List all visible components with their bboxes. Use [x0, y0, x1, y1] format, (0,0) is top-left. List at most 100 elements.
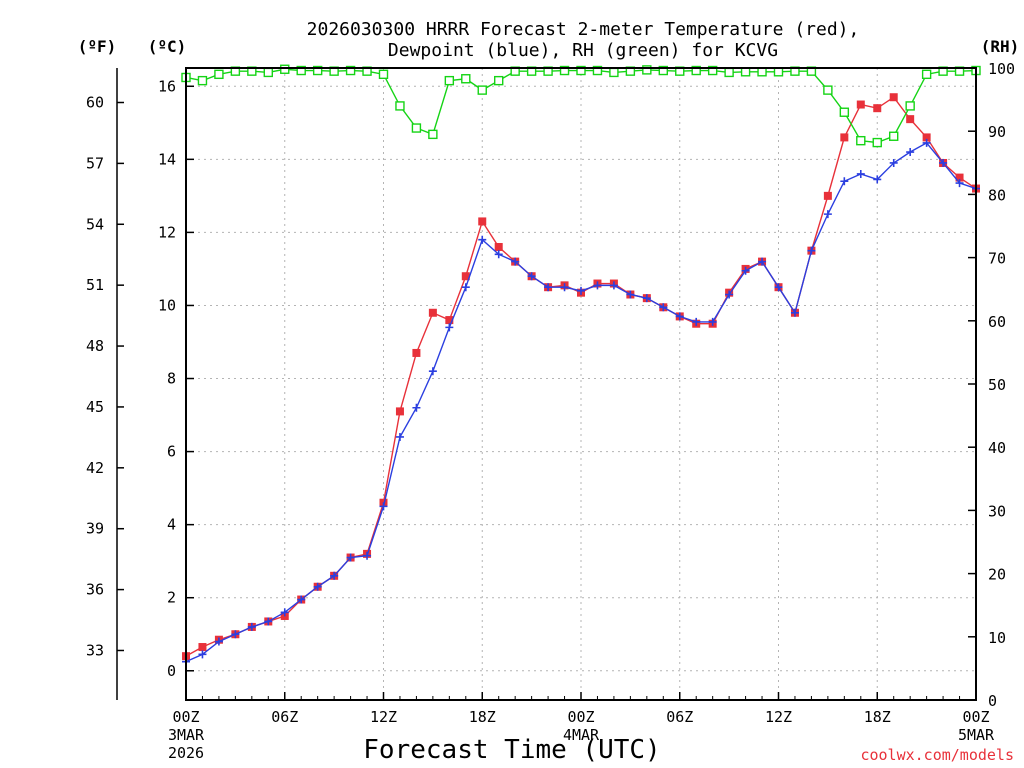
dewpoint-point — [906, 148, 915, 157]
dewpoint-point — [198, 650, 207, 659]
rh-point — [296, 65, 306, 76]
date-label: 4MAR — [563, 726, 600, 744]
dewpoint-point — [560, 283, 569, 292]
rh-tick-label: 100 — [988, 60, 1015, 78]
dewpoint-point — [955, 179, 964, 188]
temperature-point — [395, 407, 404, 416]
rh-point — [494, 75, 504, 86]
rh-point — [889, 131, 899, 141]
dewpoint-point — [659, 303, 668, 312]
time-tick-label: 06Z — [271, 708, 298, 726]
celsius-tick-label: 0 — [167, 662, 176, 680]
fahrenheit-tick-label: 33 — [86, 641, 104, 659]
dewpoint-point — [790, 308, 799, 317]
dewpoint-point — [428, 367, 437, 376]
rh-ticks: 0 10 20 30 40 50 60 70 80 90 100 — [968, 60, 1015, 710]
rh-tick-label: 50 — [988, 376, 1006, 394]
dewpoint-point — [247, 622, 256, 631]
dewpoint-point — [478, 235, 487, 244]
celsius-tick-label: 10 — [158, 296, 176, 314]
dewpoint-point — [297, 595, 306, 604]
dewpoint-point — [675, 312, 684, 321]
dewpoint-point — [231, 630, 240, 639]
dewpoint-point — [395, 432, 404, 441]
rh-tick-label: 10 — [988, 629, 1006, 647]
time-tick-label: 06Z — [666, 708, 693, 726]
dewpoint-point — [609, 281, 618, 290]
credit-text: coolwx.com/models — [860, 746, 1014, 764]
time-tick-label: 00Z — [962, 708, 989, 726]
dewpoint-point — [741, 266, 750, 275]
dewpoint-point — [889, 158, 898, 167]
fahrenheit-axis-label: (ºF) — [78, 37, 117, 56]
dewpoint-point — [873, 175, 882, 184]
rh-point — [872, 137, 882, 148]
time-tick-label: 00Z — [172, 708, 199, 726]
rh-point — [280, 64, 290, 74]
plot-frame — [185, 67, 977, 701]
rh-tick-label: 70 — [988, 250, 1006, 268]
temperature-point — [198, 643, 207, 652]
temperature-point — [922, 133, 931, 142]
rh-point — [823, 85, 833, 95]
time-tick-label: 12Z — [370, 708, 397, 726]
fahrenheit-tick-label: 60 — [86, 94, 104, 112]
rh-tick-label: 90 — [988, 123, 1006, 141]
dewpoint-point — [264, 617, 273, 626]
temperature-point — [445, 316, 454, 325]
rh-point — [395, 101, 405, 111]
rh-tick-label: 20 — [988, 566, 1006, 584]
temperature-point — [873, 104, 882, 113]
dewpoint-point — [577, 286, 585, 295]
rh-point — [477, 85, 487, 95]
temperature-point — [906, 115, 915, 124]
rh-point — [444, 75, 455, 86]
fahrenheit-tick-label: 51 — [86, 276, 104, 294]
temperature-point — [478, 217, 487, 226]
temperature-point — [955, 173, 964, 182]
dewpoint-point — [461, 283, 470, 292]
celsius-tick-label: 6 — [167, 443, 176, 461]
dewpoint-point — [214, 637, 223, 646]
fahrenheit-tick-label: 48 — [86, 337, 104, 355]
rh-point — [724, 67, 734, 78]
rh-point — [576, 65, 586, 76]
rh-point — [658, 65, 668, 76]
rh-point — [214, 69, 224, 80]
dewpoint-point — [313, 582, 322, 591]
dewpoint-point — [280, 608, 289, 617]
dewpoint-point — [642, 294, 651, 303]
dewpoint-point — [939, 158, 948, 167]
rh-point — [263, 67, 273, 78]
temperature-point — [889, 93, 898, 102]
celsius-ticks: 0 2 4 6 8 10 12 14 16 — [158, 77, 194, 680]
rh-point — [428, 129, 438, 140]
fahrenheit-tick-label: 39 — [86, 520, 104, 538]
rh-point — [197, 75, 208, 86]
chart-title-line-2: Dewpoint (blue), RH (green) for KCVG — [388, 40, 778, 61]
dewpoint-point — [511, 257, 520, 266]
rh-point — [691, 65, 701, 76]
dewpoint-point — [807, 246, 816, 255]
rh-point — [856, 135, 866, 146]
rh-point — [461, 74, 471, 84]
dewpoint-point — [593, 281, 602, 290]
fahrenheit-tick-label: 36 — [86, 581, 104, 599]
temperature-point — [412, 348, 421, 357]
dewpoint-point — [692, 317, 701, 326]
rh-point — [609, 67, 619, 78]
dewpoint-point — [758, 257, 767, 266]
dewpoint-point — [725, 290, 734, 299]
chart-title-line-1: 2026030300 HRRR Forecast 2-meter Tempera… — [307, 19, 860, 40]
dewpoint-line — [185, 141, 977, 663]
rh-point — [378, 69, 389, 80]
temperature-point — [823, 191, 832, 200]
time-tick-label: 18Z — [469, 708, 496, 726]
dewpoint-point — [494, 250, 503, 259]
rh-point — [839, 107, 850, 117]
dewpoint-point — [544, 283, 553, 292]
rh-point — [559, 65, 570, 76]
time-tick-label: 12Z — [765, 708, 792, 726]
